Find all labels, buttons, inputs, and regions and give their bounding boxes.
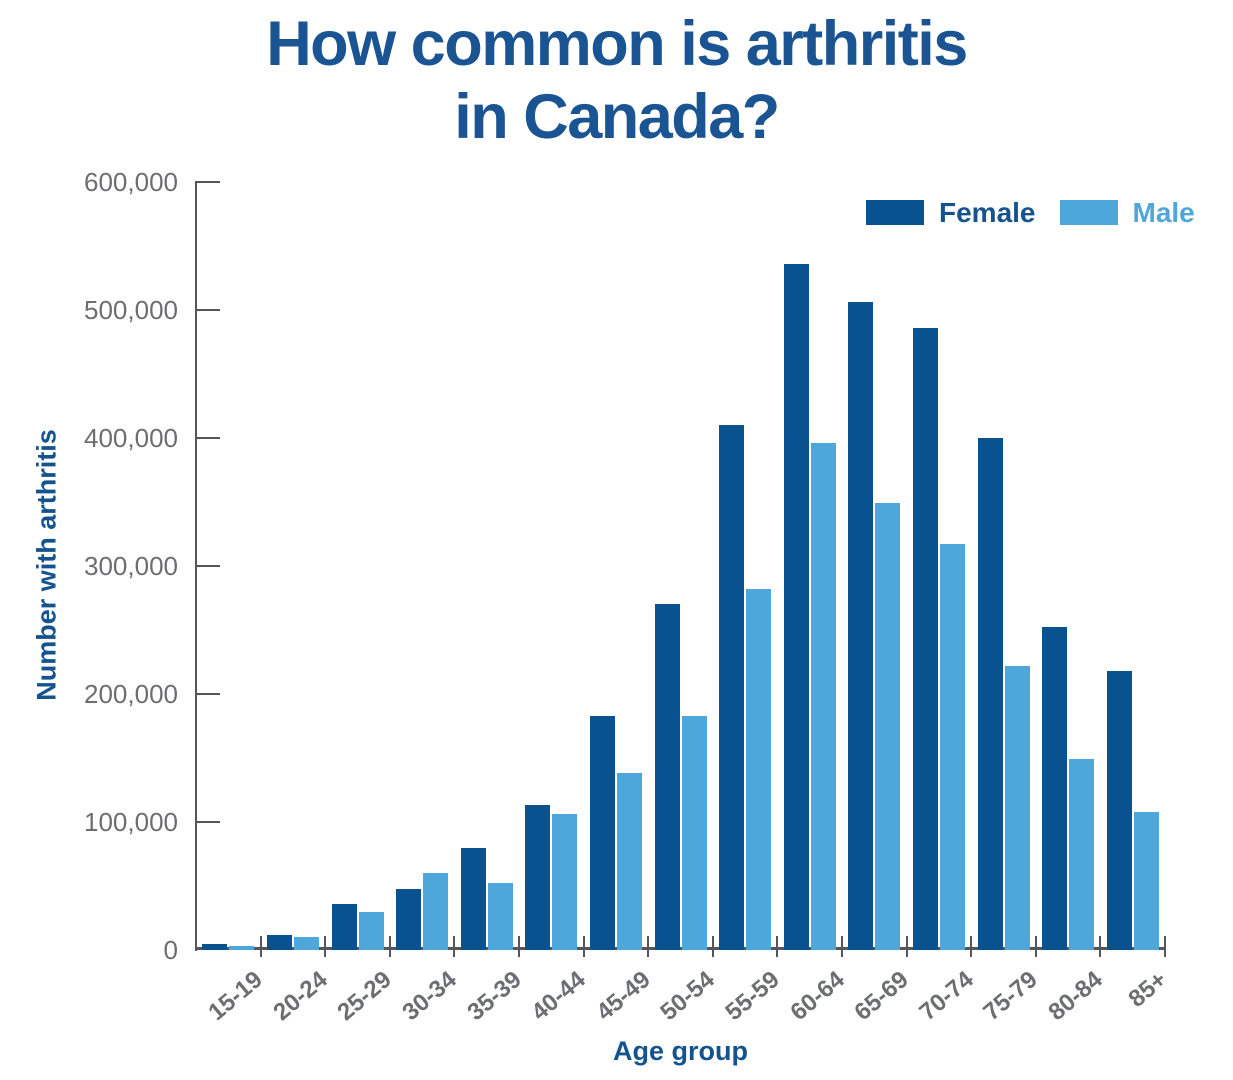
x-tick xyxy=(324,936,327,957)
y-tick-label: 200,000 xyxy=(84,679,178,709)
chart-title-line1: How common is arthritis xyxy=(266,9,968,79)
y-tick xyxy=(196,693,220,695)
x-tick xyxy=(582,936,585,957)
y-tick xyxy=(196,309,220,311)
x-tick-label: 70-74 xyxy=(914,966,979,1027)
x-tick xyxy=(711,936,714,957)
x-tick xyxy=(453,936,456,957)
bar-female-65-69 xyxy=(848,302,874,950)
bar-female-60-64 xyxy=(783,263,809,950)
bar-male-40-44 xyxy=(552,814,578,950)
x-tick xyxy=(518,936,520,957)
chart-title: How common is arthritis in Canada? xyxy=(0,8,1233,154)
y-tick xyxy=(196,565,220,567)
bar-male-70-74 xyxy=(939,544,965,950)
y-axis-line xyxy=(195,181,197,951)
legend-swatch-female xyxy=(866,200,924,225)
y-tick-label: 600,000 xyxy=(84,167,178,197)
y-tick-label: 0 xyxy=(163,935,178,965)
bar-male-55-59 xyxy=(746,589,772,950)
bar-male-80-84 xyxy=(1069,759,1095,950)
x-tick xyxy=(259,936,262,957)
bar-female-70-74 xyxy=(912,327,938,950)
x-axis-line xyxy=(195,947,1165,950)
bar-male-20-24 xyxy=(293,937,319,950)
bar-female-55-59 xyxy=(719,425,745,950)
bar-female-45-49 xyxy=(589,715,615,950)
x-tick-label: 15-19 xyxy=(203,966,268,1027)
x-tick-label: 75-79 xyxy=(978,966,1044,1027)
bar-female-15-19 xyxy=(202,943,228,950)
x-tick-label: 80-84 xyxy=(1043,966,1108,1027)
x-tick-label: 45-49 xyxy=(591,966,656,1027)
x-tick-label: 55-59 xyxy=(720,966,785,1027)
x-tick xyxy=(1099,936,1102,957)
y-tick-label: 100,000 xyxy=(84,807,178,837)
x-tick-label: 20-24 xyxy=(268,966,333,1027)
bar-male-75-79 xyxy=(1004,665,1030,950)
x-tick xyxy=(970,936,973,957)
y-tick xyxy=(196,437,220,439)
bar-male-15-19 xyxy=(229,946,255,950)
y-tick xyxy=(196,821,220,823)
x-tick-label: 60-64 xyxy=(784,966,850,1027)
bar-male-35-39 xyxy=(487,883,513,950)
bar-female-40-44 xyxy=(525,805,551,950)
y-tick-label: 500,000 xyxy=(84,295,178,325)
x-tick-label: 50-54 xyxy=(655,966,721,1027)
y-tick-label: 300,000 xyxy=(84,551,178,581)
legend-swatch-male xyxy=(1059,200,1118,225)
x-tick xyxy=(1164,936,1166,957)
bar-male-30-34 xyxy=(423,873,449,950)
legend: Female Male xyxy=(866,197,1195,228)
bar-male-60-64 xyxy=(810,443,836,950)
x-tick xyxy=(841,936,843,957)
x-tick xyxy=(1034,936,1037,957)
x-tick xyxy=(905,936,908,957)
x-tick-label: 65-69 xyxy=(849,966,914,1027)
bar-male-50-54 xyxy=(681,715,707,950)
bar-female-30-34 xyxy=(396,888,422,950)
bar-female-35-39 xyxy=(460,847,486,950)
bar-male-85+ xyxy=(1133,811,1159,950)
bar-male-45-49 xyxy=(616,773,642,950)
bar-female-25-29 xyxy=(331,903,357,950)
bar-female-50-54 xyxy=(654,604,680,950)
bar-female-20-24 xyxy=(266,934,292,950)
x-tick-label: 35-39 xyxy=(461,966,527,1027)
x-tick xyxy=(647,936,650,957)
x-tick xyxy=(388,936,391,957)
bar-male-65-69 xyxy=(875,503,901,950)
bar-male-25-29 xyxy=(358,911,384,950)
y-tick xyxy=(196,181,220,183)
x-tick xyxy=(776,936,779,957)
bar-female-85+ xyxy=(1106,670,1132,950)
x-tick-label: 25-29 xyxy=(332,966,398,1027)
x-tick-label: 85+ xyxy=(1123,966,1173,1013)
x-axis-title: Age group xyxy=(613,1036,748,1066)
chart-title-line2: in Canada? xyxy=(454,82,780,152)
legend-label-male: Male xyxy=(1132,197,1195,228)
legend-label-female: Female xyxy=(939,197,1036,228)
bar-female-75-79 xyxy=(977,438,1003,950)
x-tick-label: 40-44 xyxy=(526,966,591,1027)
x-tick-label: 30-34 xyxy=(397,966,462,1027)
y-tick-label: 400,000 xyxy=(84,423,178,453)
bar-female-80-84 xyxy=(1042,627,1068,950)
